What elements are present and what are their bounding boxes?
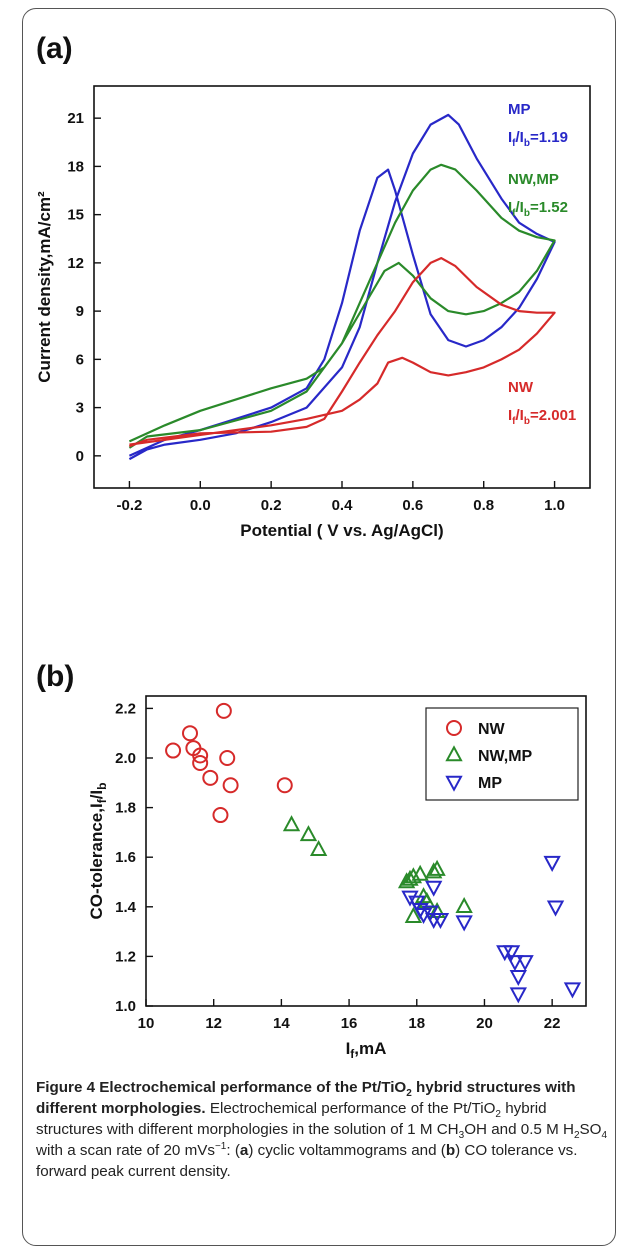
scatter-point-nw-mp — [404, 906, 423, 923]
plot-frame — [145, 695, 587, 1007]
x-axis-label: If,mA — [346, 1039, 387, 1061]
scatter-point-nw — [219, 750, 236, 766]
scatter-point-mp — [455, 915, 473, 932]
scatter-point-mp — [506, 955, 524, 972]
x-tick-label: 0.0 — [190, 497, 211, 514]
scatter-point-nw — [192, 754, 209, 771]
scatter-point-nw — [182, 725, 198, 742]
x-tick-label: 12 — [205, 1015, 222, 1032]
series-label-nw: NW — [508, 379, 534, 396]
y-axis-label: CO-tolerance,If/Ib — [87, 783, 109, 920]
x-tick-label: 20 — [476, 1015, 493, 1032]
chart-b-co-tolerance-scatter: 10 12 14 16 18 20 22 1.0 1.2 1.4 1.6 1.8 2.0 2.2 If,mA… — [87, 695, 587, 1061]
chart-a-cyclic-voltammogram: -0.2 0.0 0.2 0.4 0.6 0.8 1.0 0 3 6 9 12 15 18 21 Potent… — [35, 85, 591, 540]
x-tick-label: 22 — [544, 1015, 561, 1032]
y-tick-label: 1.4 — [115, 899, 137, 916]
y-tick-label: 2.2 — [115, 700, 136, 717]
x-tick-label: 1.0 — [544, 497, 565, 514]
scatter-point-mp — [425, 880, 443, 897]
scatter-point-nw-mp — [428, 901, 446, 919]
y-tick-label: 1.6 — [115, 849, 136, 866]
x-tick-label: 16 — [341, 1015, 358, 1032]
legend-marker-mp — [445, 775, 463, 792]
scatter-point-mp — [509, 969, 527, 987]
scatter-point-nw — [202, 769, 219, 786]
y-tick-label: 12 — [67, 255, 84, 272]
panel-a-label: (a) — [36, 32, 73, 65]
scatter-point-mp — [546, 900, 565, 917]
scatter-point-nw-mp — [455, 896, 473, 914]
scatter-point-nw — [215, 702, 232, 719]
y-axis-label: Current density,mA/cm² — [35, 191, 54, 383]
x-tick-label: 10 — [138, 1015, 155, 1032]
scatter-point-nw-mp — [397, 872, 416, 889]
x-tick-label: 0.2 — [261, 497, 282, 514]
y-tick-label: 2.0 — [115, 750, 136, 767]
y-tick-label: 0 — [76, 448, 84, 465]
cv-curve-nw-mp — [128, 163, 556, 449]
scatter-point-nw-mp — [425, 862, 443, 879]
x-tick-label: 0.6 — [402, 497, 423, 514]
scatter-point-nw-mp — [282, 815, 301, 832]
ratio-label-nw-mp: If/Ib=1.52 — [508, 199, 568, 219]
cv-curve-mp — [128, 113, 556, 461]
x-tick-label: 0.8 — [473, 497, 494, 514]
panel-b-label: (b) — [36, 660, 75, 693]
legend-label-mp: MP — [478, 775, 502, 792]
scatter-point-nw — [192, 747, 209, 764]
scatter-point-mp — [502, 945, 521, 962]
scatter-point-mp — [563, 982, 582, 999]
x-tick-label: 18 — [408, 1015, 425, 1032]
y-tick-label: 15 — [67, 207, 84, 224]
legend-marker-nw-mp — [445, 745, 463, 762]
scatter-point-nw-mp — [299, 825, 318, 842]
scatter-point-nw — [212, 807, 229, 824]
series-label-nw-mp: NW,MP — [508, 171, 559, 188]
scatter-point-nw — [222, 777, 239, 794]
scatter-point-nw — [276, 777, 293, 794]
scatter-point-nw-mp — [428, 859, 446, 876]
y-tick-label: 1.2 — [115, 948, 136, 965]
scatter-point-mp — [543, 855, 561, 872]
y-tick-label: 9 — [76, 303, 84, 320]
ratio-label-mp: If/Ib=1.19 — [508, 129, 568, 149]
y-tick-label: 1.0 — [115, 998, 136, 1015]
legend-marker-nw — [446, 720, 462, 736]
y-tick-label: 3 — [76, 400, 84, 417]
x-axis-label: Potential ( V vs. Ag/AgCl) — [240, 521, 443, 540]
x-tick-label: 14 — [273, 1015, 290, 1032]
scatter-point-nw-mp — [404, 867, 423, 884]
y-tick-label: 21 — [67, 110, 84, 127]
figure-frame — [22, 8, 616, 1246]
y-tick-label: 18 — [67, 158, 84, 175]
scatter-point-mp — [431, 912, 450, 930]
ratio-label-nw: If/Ib=2.001 — [508, 407, 576, 427]
x-tick-label: -0.2 — [116, 497, 142, 514]
plot-frame — [93, 85, 591, 489]
series-label-mp: MP — [508, 101, 531, 118]
scatter-point-nw-mp — [309, 839, 328, 857]
cv-curve-nw — [129, 257, 556, 448]
figure-caption: Figure 4 Electrochemical performance of … — [36, 1079, 608, 1180]
caption-title: Figure 4 Electrochemical performance of … — [36, 1079, 576, 1117]
scatter-point-mp — [401, 890, 419, 907]
x-tick-label: 0.4 — [332, 497, 354, 514]
scatter-point-mp — [516, 955, 534, 972]
legend-label-nw: NW — [478, 721, 506, 738]
y-tick-label: 1.8 — [115, 800, 136, 817]
legend-label-nw-mp: NW,MP — [478, 748, 533, 765]
scatter-point-nw-mp — [411, 864, 429, 881]
y-tick-label: 6 — [76, 351, 84, 368]
scatter-point-nw — [165, 742, 182, 759]
scatter-point-mp — [509, 987, 527, 1004]
